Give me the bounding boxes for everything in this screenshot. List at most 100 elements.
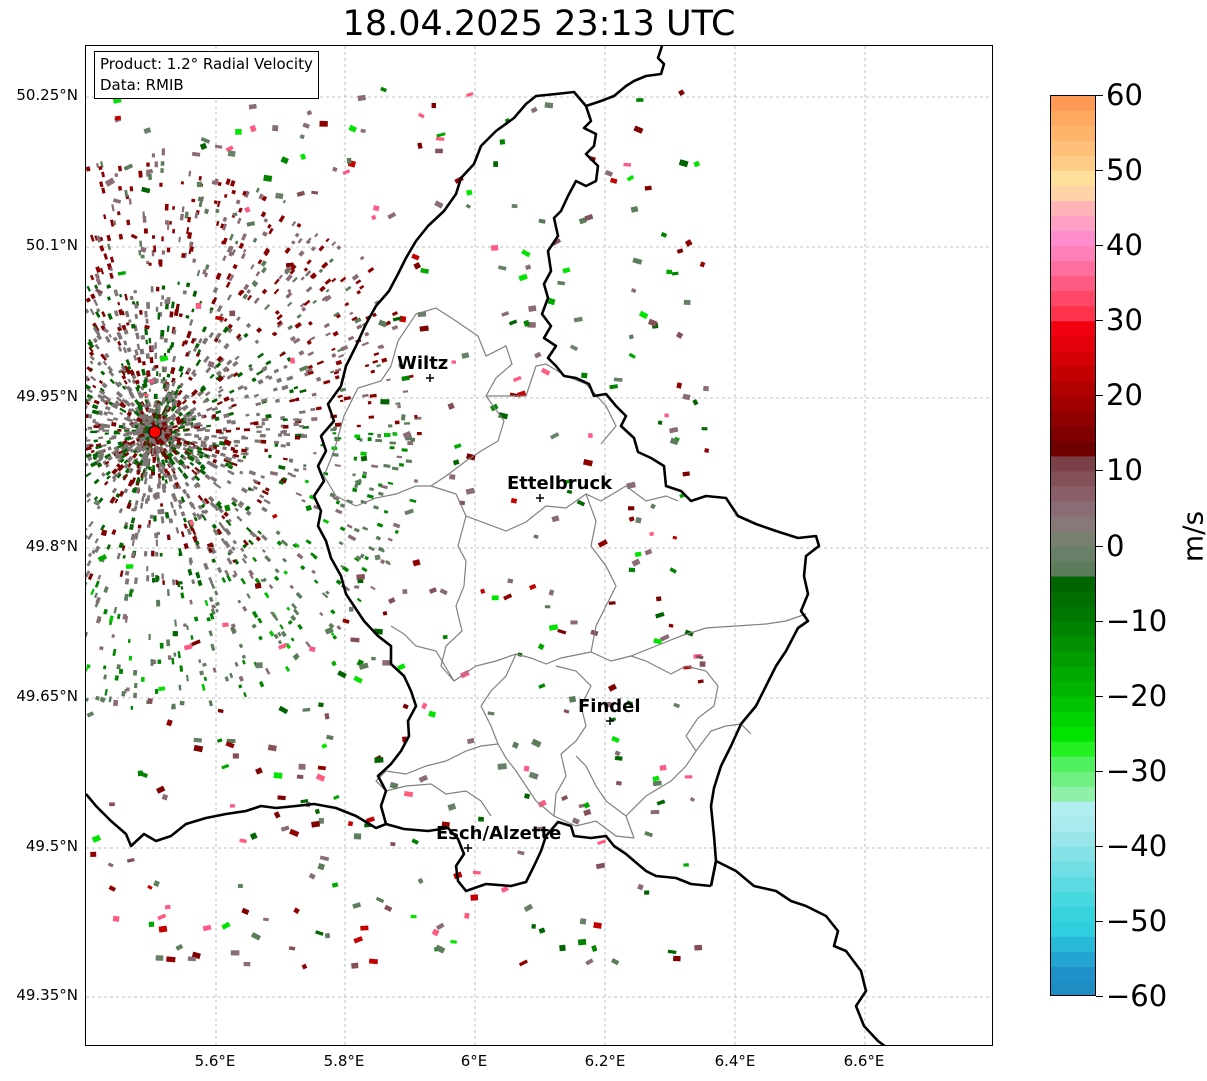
colorbar-band	[1051, 246, 1095, 262]
velocity-pixel	[148, 466, 152, 471]
velocity-pixel	[99, 696, 106, 703]
district-borders	[323, 307, 807, 839]
velocity-pixel	[548, 624, 559, 631]
velocity-pixel	[193, 616, 199, 622]
velocity-pixel	[115, 390, 124, 398]
velocity-pixel	[130, 233, 138, 240]
velocity-pixel	[134, 303, 139, 309]
velocity-pixel	[417, 112, 425, 119]
colorbar-band	[1051, 636, 1095, 653]
velocity-pixel	[583, 459, 593, 467]
velocity-pixel	[114, 381, 121, 388]
velocity-pixel	[146, 575, 150, 582]
velocity-pixel	[87, 532, 94, 540]
velocity-pixel	[241, 448, 248, 453]
colorbar-band	[1051, 891, 1095, 908]
velocity-pixel	[126, 415, 131, 420]
velocity-pixel	[172, 206, 176, 210]
velocity-pixel	[94, 284, 99, 290]
velocity-pixel	[238, 207, 243, 213]
velocity-pixel	[512, 375, 522, 383]
velocity-pixel	[128, 440, 136, 446]
velocity-pixel	[206, 406, 213, 412]
velocity-pixel	[135, 332, 140, 340]
velocity-pixel	[112, 220, 117, 226]
velocity-pixel	[300, 434, 308, 438]
velocity-pixel	[226, 574, 232, 582]
colorbar-band	[1051, 531, 1095, 548]
velocity-pixel	[373, 505, 379, 510]
velocity-pixel	[104, 335, 111, 343]
velocity-pixel	[252, 556, 258, 563]
velocity-pixel	[342, 618, 350, 624]
velocity-pixel	[166, 373, 171, 378]
velocity-pixel	[242, 553, 248, 559]
velocity-pixel	[191, 453, 199, 460]
velocity-pixel	[671, 271, 679, 276]
velocity-pixel	[255, 536, 261, 542]
lat-tick-label: 49.65°N	[16, 687, 78, 705]
velocity-pixel	[101, 187, 106, 194]
velocity-pixel	[287, 301, 293, 307]
velocity-pixel	[205, 366, 212, 374]
velocity-pixel	[151, 367, 156, 371]
colorbar-band	[1051, 501, 1095, 518]
velocity-pixel	[117, 456, 124, 463]
velocity-pixel	[141, 459, 147, 467]
colorbar-band	[1051, 951, 1095, 968]
velocity-pixel	[195, 513, 202, 521]
velocity-pixel	[295, 492, 302, 497]
velocity-pixel	[660, 232, 668, 238]
velocity-pixel	[106, 475, 111, 480]
velocity-pixel	[100, 397, 108, 404]
velocity-pixel	[212, 286, 219, 294]
velocity-pixel	[331, 347, 336, 352]
velocity-pixel	[182, 443, 188, 448]
velocity-pixel	[224, 504, 231, 512]
velocity-pixel	[240, 577, 246, 585]
velocity-pixel	[181, 463, 188, 470]
velocity-pixel	[197, 349, 202, 354]
velocity-pixel	[136, 462, 141, 469]
velocity-pixel	[192, 372, 198, 378]
velocity-pixel	[362, 393, 369, 398]
velocity-pixel	[417, 877, 424, 885]
velocity-pixel	[100, 443, 107, 448]
velocity-pixel	[107, 365, 114, 373]
velocity-pixel	[186, 625, 189, 631]
velocity-pixel	[325, 332, 331, 337]
velocity-pixel	[428, 710, 436, 718]
velocity-pixel	[212, 458, 218, 464]
velocity-pixel	[207, 360, 215, 368]
velocity-pixel	[101, 171, 105, 178]
velocity-pixel	[308, 336, 316, 342]
velocity-pixel	[466, 91, 474, 98]
velocity-pixel	[122, 473, 129, 481]
velocity-pixel	[90, 375, 97, 382]
velocity-pixel	[159, 259, 163, 267]
colorbar-band	[1051, 96, 1095, 112]
velocity-pixel	[235, 427, 240, 430]
velocity-pixel	[197, 196, 203, 202]
velocity-pixel	[401, 448, 408, 452]
lon-tick-label: 6.6°E	[843, 1052, 885, 1070]
velocity-pixel	[232, 539, 238, 545]
velocity-pixel	[152, 447, 155, 451]
colorbar-band	[1051, 111, 1095, 127]
velocity-pixel	[113, 430, 119, 435]
velocity-pixel	[104, 177, 116, 187]
velocity-pixel	[148, 921, 155, 928]
velocity-pixel	[391, 324, 399, 331]
velocity-pixel	[487, 711, 495, 716]
velocity-pixel	[334, 368, 342, 373]
velocity-pixel	[93, 399, 100, 405]
velocity-pixel	[122, 448, 129, 454]
lat-tick-label: 50.25°N	[16, 86, 78, 104]
velocity-pixel	[198, 659, 202, 664]
velocity-pixel	[330, 632, 335, 636]
velocity-pixel	[149, 414, 155, 421]
velocity-pixel	[264, 448, 268, 453]
velocity-pixel	[99, 646, 104, 651]
velocity-pixel	[180, 586, 184, 590]
map-area[interactable]: Wiltz Ettelbruck Findel Esch/Alzette	[85, 45, 993, 1046]
